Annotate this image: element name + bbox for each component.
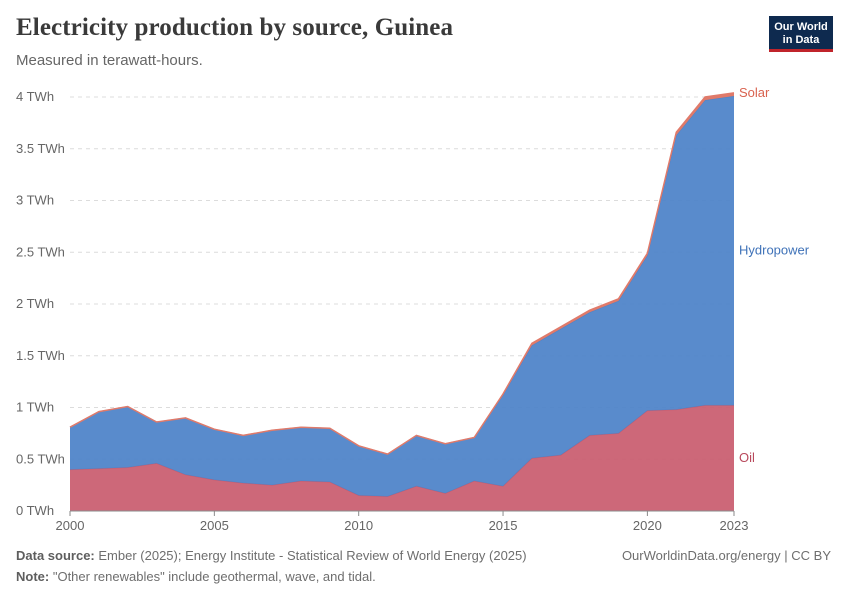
note-label: Note: <box>16 569 50 584</box>
y-tick-label: 1.5 TWh <box>16 348 65 363</box>
chart-subtitle: Measured in terawatt-hours. <box>16 52 203 69</box>
x-tick-label: 2010 <box>344 518 373 533</box>
x-tick-label: 2020 <box>633 518 662 533</box>
y-tick-label: 0 TWh <box>16 503 54 518</box>
x-tick-label: 2000 <box>56 518 85 533</box>
x-tick-label: 2023 <box>720 518 749 533</box>
data-source-label: Data source: <box>16 548 95 563</box>
chart-title: Electricity production by source, Guinea <box>16 14 454 41</box>
chart-note: Note: "Other renewables" include geother… <box>16 569 376 584</box>
chart-area: 0 TWh 0.5 TWh 1 TWh 1.5 TWh 2 TWh 2.5 TWh 3 TW… <box>16 85 810 533</box>
hydropower-label: Hydropower <box>739 243 810 258</box>
hydropower-area <box>70 96 734 497</box>
logo-line-1: Our World <box>774 21 828 33</box>
y-tick-label: 2.5 TWh <box>16 244 65 259</box>
note-text: "Other renewables" include geothermal, w… <box>52 569 376 584</box>
data-source-text: Ember (2025); Energy Institute - Statist… <box>98 548 527 563</box>
y-tick-label: 3 TWh <box>16 193 54 208</box>
data-source: Data source: Ember (2025); Energy Instit… <box>16 548 527 563</box>
y-tick-label: 1 TWh <box>16 400 54 415</box>
y-tick-label: 4 TWh <box>16 89 54 104</box>
y-tick-label: 0.5 TWh <box>16 451 65 466</box>
owid-logo[interactable]: Our World in Data <box>769 16 833 52</box>
y-tick-label: 3.5 TWh <box>16 141 65 156</box>
x-tick-label: 2015 <box>489 518 518 533</box>
solar-line <box>69 92 735 455</box>
oil-area <box>70 405 734 511</box>
x-tick-label: 2005 <box>200 518 229 533</box>
logo-line-2: in Data <box>782 34 820 46</box>
y-tick-label: 2 TWh <box>16 296 54 311</box>
solar-label: Solar <box>739 85 770 100</box>
credit-link[interactable]: OurWorldinData.org/energy | CC BY <box>621 548 831 563</box>
oil-label: Oil <box>739 450 755 465</box>
